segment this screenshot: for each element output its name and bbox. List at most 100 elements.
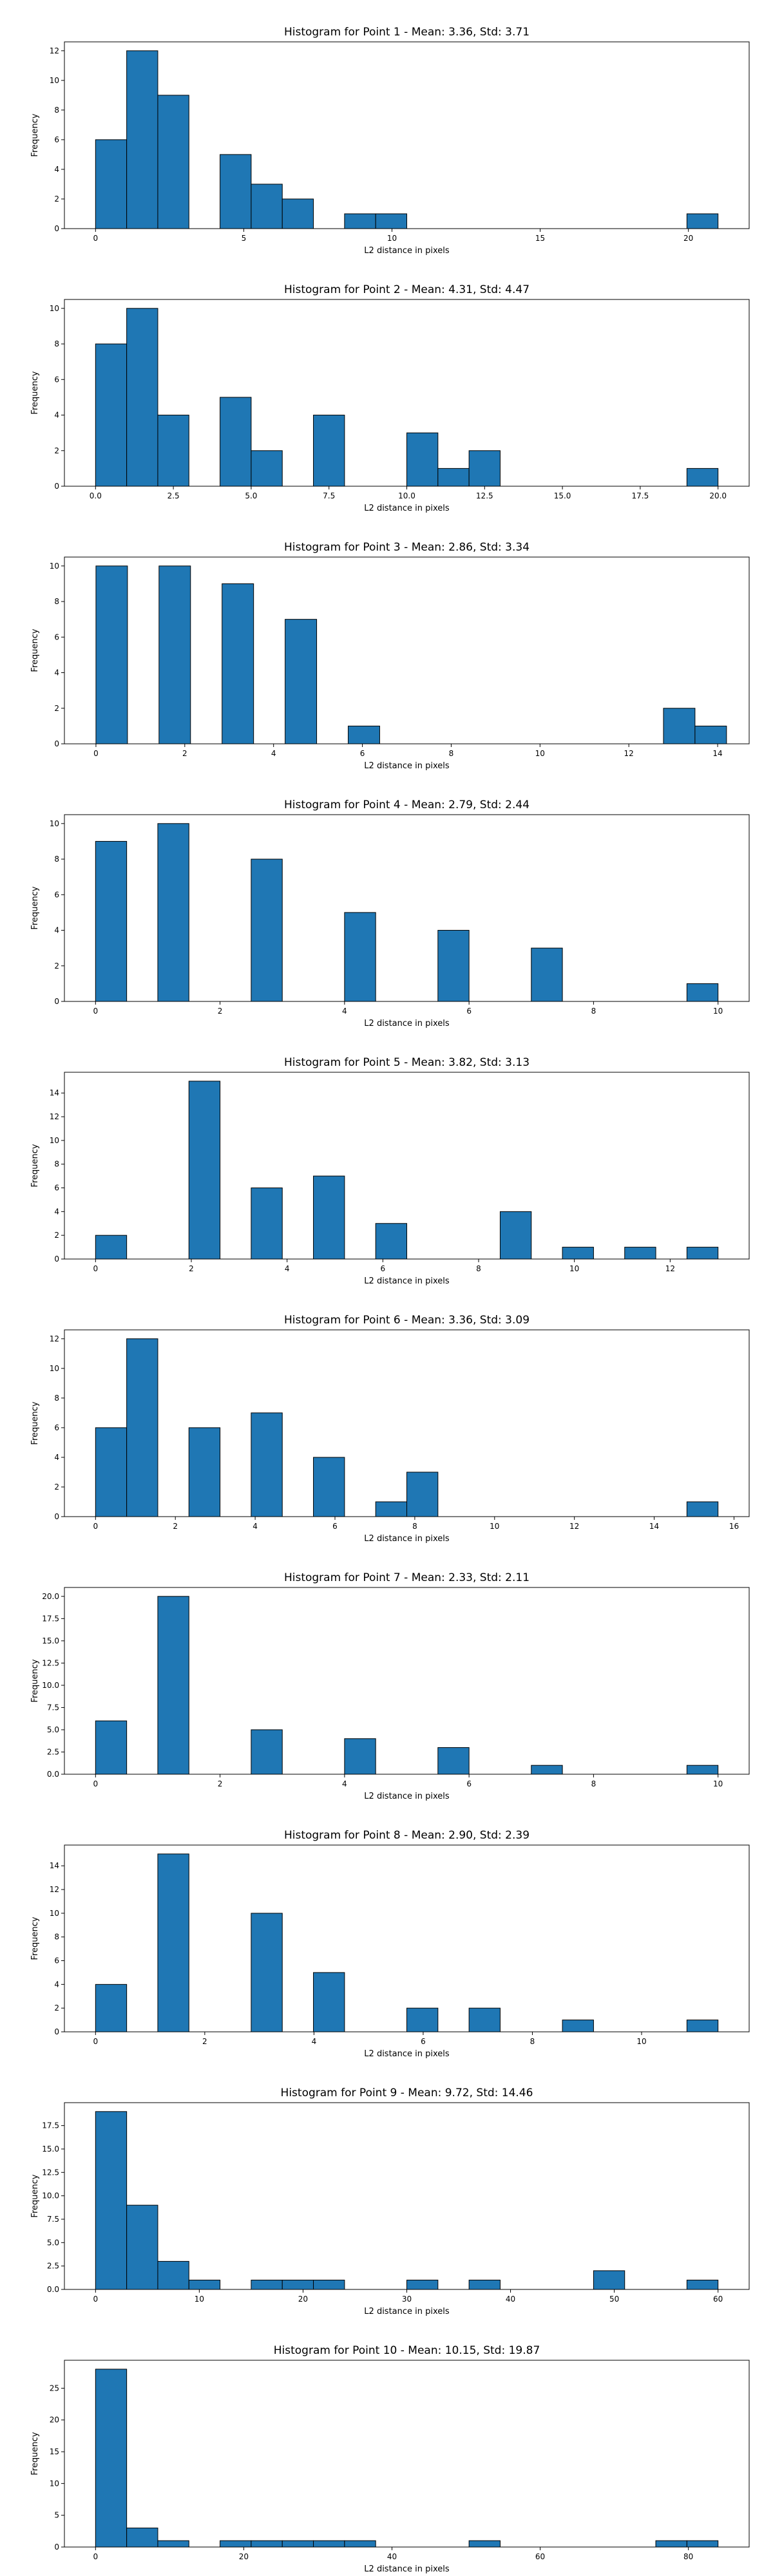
chart-title: Histogram for Point 8 - Mean: 2.90, Std:… (284, 1829, 530, 1842)
y-tick-label: 0 (54, 224, 59, 233)
histogram-bar (251, 1913, 283, 2032)
y-tick-label: 4 (54, 1453, 59, 1462)
chart-panel: Histogram for Point 3 - Mean: 2.86, Std:… (30, 541, 750, 771)
histogram-bar (686, 983, 719, 1002)
histogram-bar (655, 2540, 687, 2548)
y-tick-label: 17.5 (42, 2121, 59, 2130)
histogram-bar (663, 708, 696, 744)
x-tick-label: 0 (93, 2037, 98, 2046)
histogram-bar (220, 2540, 252, 2548)
x-tick-label: 15 (535, 234, 545, 243)
y-tick-label: 5 (54, 2511, 59, 2520)
y-tick-label: 14 (50, 1861, 59, 1870)
y-tick-label: 5.0 (47, 1725, 59, 1734)
x-tick-label: 2 (218, 1007, 223, 1016)
chart-panel: Histogram for Point 7 - Mean: 2.33, Std:… (30, 1571, 750, 1801)
y-tick-label: 10.0 (42, 1681, 59, 1690)
y-tick-label: 20 (50, 2416, 59, 2425)
x-tick-label: 2 (218, 1779, 223, 1788)
histogram-bar (344, 912, 376, 1002)
y-tick-label: 0.0 (47, 2285, 59, 2294)
y-tick-label: 0 (54, 1512, 59, 1521)
histogram-bar (188, 1081, 221, 1260)
x-tick-label: 4 (312, 2037, 317, 2046)
y-tick-label: 4 (54, 1980, 59, 1989)
histogram-bar (468, 2279, 501, 2290)
x-tick-label: 8 (412, 1522, 417, 1531)
y-tick-label: 10 (50, 2479, 59, 2488)
y-tick-label: 6 (54, 1184, 59, 1193)
y-tick-label: 25 (50, 2383, 59, 2392)
y-tick-label: 15.0 (42, 1636, 59, 1645)
histogram-bar (282, 198, 314, 229)
x-tick-label: 15.0 (554, 491, 571, 500)
histogram-bar (624, 1247, 656, 1260)
x-tick-label: 12.5 (476, 491, 493, 500)
y-tick-label: 2 (54, 704, 59, 713)
y-tick-label: 15.0 (42, 2145, 59, 2154)
chart-title: Histogram for Point 7 - Mean: 2.33, Std:… (284, 1571, 530, 1584)
x-tick-label: 0 (93, 1007, 98, 1016)
histogram-bar (406, 2279, 439, 2290)
y-tick-label: 0.0 (47, 1770, 59, 1779)
y-tick-label: 10 (50, 76, 59, 85)
y-tick-label: 12 (50, 1112, 59, 1121)
histogram-bar (285, 619, 318, 744)
y-tick-label: 8 (54, 1933, 59, 1942)
x-axis-label: L2 distance in pixels (364, 761, 450, 771)
y-tick-label: 7.5 (47, 1703, 59, 1712)
chart-title: Histogram for Point 5 - Mean: 3.82, Std:… (284, 1056, 530, 1069)
x-tick-label: 5 (242, 234, 247, 243)
y-tick-label: 0 (54, 997, 59, 1006)
x-tick-label: 4 (342, 1779, 347, 1788)
chart-panel: Histogram for Point 8 - Mean: 2.90, Std:… (30, 1829, 750, 2059)
x-tick-label: 2 (173, 1522, 178, 1531)
chart-panel: Histogram for Point 1 - Mean: 3.36, Std:… (30, 26, 750, 256)
y-axis-label: Frequency (30, 113, 40, 156)
x-tick-label: 8 (591, 1007, 596, 1016)
x-tick-label: 40 (506, 2295, 515, 2304)
x-tick-label: 30 (402, 2295, 412, 2304)
y-tick-label: 6 (54, 135, 59, 144)
y-tick-label: 12.5 (42, 2168, 59, 2177)
histogram-bar (531, 1765, 563, 1775)
x-tick-label: 2 (202, 2037, 207, 2046)
histogram-bar (251, 1412, 283, 1517)
x-tick-label: 60 (535, 2552, 545, 2561)
x-tick-label: 4 (342, 1007, 347, 1016)
y-tick-label: 2 (54, 2003, 59, 2012)
histogram-bar (437, 468, 470, 487)
x-tick-label: 12 (624, 749, 634, 758)
histogram-bar (126, 50, 158, 229)
x-tick-label: 10 (713, 1779, 723, 1788)
y-tick-label: 2 (54, 194, 59, 204)
x-tick-label: 10 (490, 1522, 499, 1531)
chart-panel: Histogram for Point 4 - Mean: 2.79, Std:… (30, 799, 750, 1028)
x-tick-label: 0 (93, 2552, 98, 2561)
x-axis-label: L2 distance in pixels (364, 2564, 450, 2574)
histogram-bar (344, 213, 376, 229)
histogram-bar (251, 184, 283, 229)
y-tick-label: 10 (50, 819, 59, 828)
x-tick-label: 8 (591, 1779, 596, 1788)
y-tick-label: 17.5 (42, 1614, 59, 1623)
y-tick-label: 4 (54, 668, 59, 677)
histogram-bar (348, 725, 380, 744)
x-tick-label: 10 (387, 234, 397, 243)
histogram-bar (562, 1247, 594, 1260)
histogram-bar (375, 1501, 408, 1517)
histogram-bar (95, 1427, 128, 1517)
chart-panel: Histogram for Point 2 - Mean: 4.31, Std:… (30, 283, 750, 513)
histogram-bar (157, 823, 189, 1002)
x-tick-label: 14 (712, 749, 722, 758)
histogram-bar (313, 1457, 345, 1517)
x-axis-label: L2 distance in pixels (364, 504, 450, 513)
y-tick-label: 0 (54, 2543, 59, 2552)
x-tick-label: 17.5 (632, 491, 649, 500)
histogram-bar (313, 1175, 345, 1260)
x-tick-label: 50 (609, 2295, 619, 2304)
histogram-bar (686, 1765, 719, 1775)
histogram-bar (344, 2540, 376, 2548)
histogram-bar (251, 2279, 283, 2290)
x-tick-label: 20 (683, 234, 693, 243)
